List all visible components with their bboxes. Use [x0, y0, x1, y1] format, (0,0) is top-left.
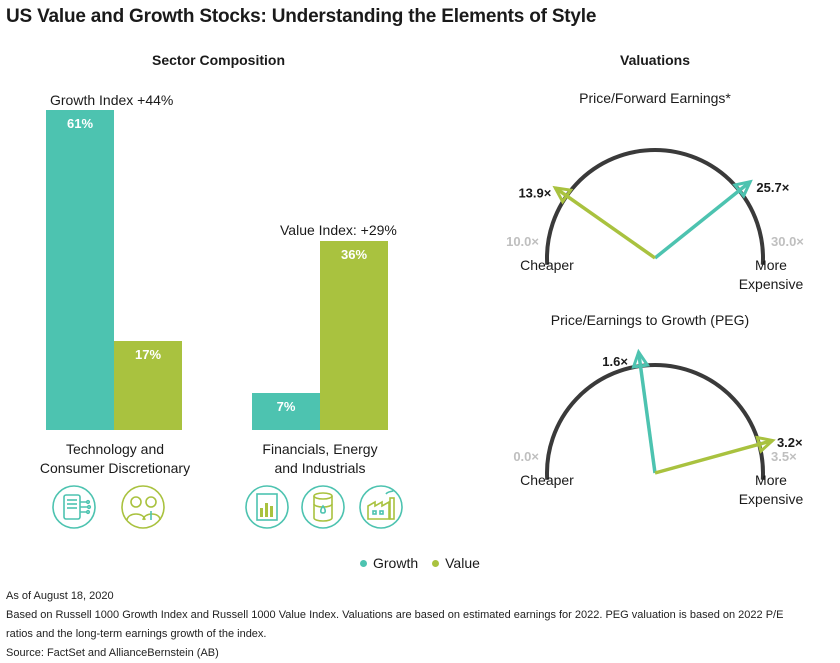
- bar-growth-1: 7%: [252, 393, 320, 430]
- pe-gauge: 25.7× 13.9× 10.0× 30.0× Cheaper More Expensive: [506, 148, 804, 292]
- growth-arrowhead: [732, 179, 753, 199]
- gauge-cheaper-label: Cheaper: [520, 257, 574, 273]
- legend-label-value: Value: [445, 555, 480, 571]
- bar-value-label: 7%: [276, 399, 296, 415]
- tablet-circuit-icon: [52, 485, 96, 529]
- oil-barrel-icon: [301, 485, 345, 529]
- gauge-expensive-label: Expensive: [739, 276, 804, 292]
- legend-swatch-value: [432, 559, 440, 567]
- growth-value-label: 1.6×: [602, 354, 628, 369]
- growth-needle: [653, 180, 752, 260]
- gauge-expensive-label: Expensive: [739, 491, 804, 507]
- financials-icons: [245, 485, 403, 529]
- category-label-line: and Industrials: [274, 460, 366, 476]
- footnote-source: Source: FactSet and AllianceBernstein (A…: [6, 647, 219, 659]
- value-needle: [654, 438, 774, 475]
- legend-item-value: Value: [432, 555, 480, 571]
- bar-value-label: 17%: [134, 346, 162, 362]
- people-icon: [121, 485, 165, 529]
- page-title: US Value and Growth Stocks: Understandin…: [6, 6, 597, 27]
- legend-label-growth: Growth: [373, 555, 419, 571]
- bar-growth-0: 61%: [46, 110, 114, 430]
- pe-gauge-title: Price/Forward Earnings*: [579, 90, 731, 106]
- gauge-more-label: More: [755, 257, 787, 273]
- value-value-label: 13.9×: [518, 186, 551, 201]
- category-label-financials: Financials, Energy and Industrials: [240, 440, 400, 478]
- bar-value-label: 61%: [66, 116, 94, 131]
- growth-arrowhead: [631, 348, 651, 369]
- sector-composition-title: Sector Composition: [152, 52, 286, 68]
- value-index-annotation: Value Index: +29%: [280, 222, 397, 238]
- footnote-basis: Based on Russell 1000 Growth Index and R…: [6, 609, 784, 621]
- bar-value-label: 36%: [340, 247, 368, 263]
- gauge-arc: [545, 148, 765, 265]
- value-value-label: 3.2×: [777, 435, 803, 450]
- gauge-min-label: 10.0×: [506, 234, 539, 249]
- bar-value-1: 36%: [320, 241, 388, 430]
- category-label-line: Technology and: [65, 441, 165, 457]
- footnotes: As of August 18, 2020 Based on Russell 1…: [6, 587, 836, 663]
- gauge-cheaper-label: Cheaper: [520, 472, 574, 488]
- legend-swatch-growth: [360, 559, 367, 567]
- footnote-date: As of August 18, 2020: [6, 590, 114, 602]
- footnote-basis-cont: ratios and the long-term earnings growth…: [6, 628, 267, 640]
- legend-item-growth: Growth: [360, 555, 418, 571]
- gauge-more-label: More: [755, 472, 787, 488]
- valuations-title: Valuations: [620, 52, 691, 68]
- gauge-min-label: 0.0×: [513, 449, 539, 464]
- bar-value-0: 17%: [114, 340, 182, 430]
- tech-icons: [52, 485, 165, 529]
- growth-value-label: 25.7×: [756, 180, 789, 195]
- peg-gauge-title: Price/Earnings to Growth (PEG): [550, 312, 750, 328]
- category-label-tech: Technology and Consumer Discretionary: [20, 440, 210, 478]
- value-arrowhead: [552, 185, 574, 205]
- gauge-max-label: 3.5×: [771, 449, 797, 464]
- category-label-line: Financials, Energy: [262, 441, 378, 457]
- peg-gauge: 1.6× 3.2× 0.0× 3.5× Cheaper More Expensive: [513, 348, 804, 507]
- factory-icon: [359, 485, 403, 529]
- gauge-arc: [545, 363, 765, 480]
- category-label-line: Consumer Discretionary: [39, 460, 191, 476]
- value-arrowhead: [755, 435, 776, 454]
- growth-needle: [636, 351, 657, 474]
- gauge-max-label: 30.0×: [771, 234, 804, 249]
- growth-index-annotation: Growth Index +44%: [50, 92, 174, 108]
- value-needle: [554, 186, 657, 260]
- report-chart-icon: [245, 485, 289, 529]
- legend: Growth Value: [360, 555, 494, 571]
